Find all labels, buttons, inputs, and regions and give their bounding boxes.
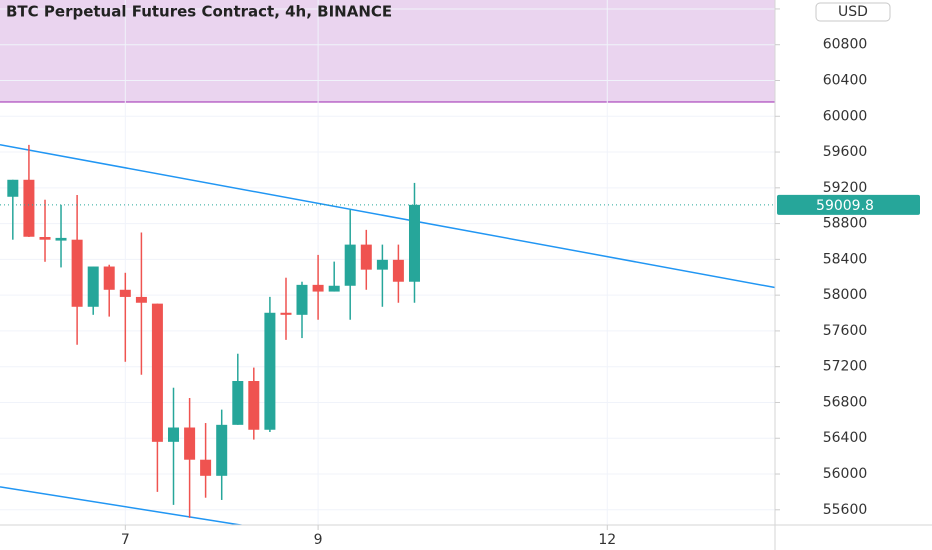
candle-body [328, 285, 340, 292]
y-tick-label: 57200 [823, 359, 868, 375]
candle-body [344, 244, 356, 286]
candle-body [168, 427, 180, 442]
candle-body [280, 312, 292, 315]
candle-body [376, 259, 388, 270]
y-tick-label: 56000 [823, 466, 868, 482]
plot-area [0, 0, 776, 528]
time-axis-panel [0, 525, 932, 550]
price-axis-panel [775, 0, 932, 550]
chart-title: BTC Perpetual Futures Contract, 4h, BINA… [6, 3, 392, 21]
candle-body [23, 179, 35, 237]
y-tick-label: 59200 [823, 180, 868, 196]
x-tick-label: 12 [598, 532, 616, 548]
highlight-zone [0, 0, 775, 102]
y-tick-label: 55600 [823, 502, 868, 518]
y-tick-label: 60800 [823, 37, 868, 53]
candle-body [39, 237, 51, 240]
candle-body [232, 381, 244, 425]
y-tick-label: 58400 [823, 251, 868, 267]
candle-body [55, 237, 67, 241]
candle-body [264, 312, 276, 430]
candle-body [216, 424, 228, 476]
candle-body [151, 303, 163, 442]
candle-body [103, 266, 115, 290]
candle-body [135, 296, 147, 303]
y-tick-label: 60400 [823, 72, 868, 88]
candle-body [184, 427, 196, 460]
y-tick-label: 56800 [823, 394, 868, 410]
candle-body [200, 459, 212, 476]
candle-body [312, 284, 324, 292]
candle-body [71, 239, 83, 307]
y-tick-label: 56400 [823, 430, 868, 446]
candle-body [296, 284, 308, 315]
y-tick-label: 59600 [823, 144, 868, 160]
y-tick-label: 58000 [823, 287, 868, 303]
candle-body [87, 266, 99, 307]
y-tick-label: 58800 [823, 216, 868, 232]
y-tick-label: 60000 [823, 108, 868, 124]
candle-body [119, 289, 131, 297]
candle-body [7, 179, 19, 197]
last-price-tag [777, 194, 920, 215]
candle-body [360, 244, 372, 270]
currency-label: USD [838, 4, 868, 20]
axes: 55600 56000 56400 56800 57200 57600 58000 58400… [121, 1, 920, 548]
trend-line [0, 486, 252, 528]
candle-body [392, 259, 404, 282]
candle-body [248, 381, 260, 430]
y-tick-label: 57600 [823, 323, 868, 339]
x-tick-label: 7 [121, 532, 130, 548]
currency-badge [815, 2, 891, 22]
last-price-label: 59009.8 [816, 198, 874, 214]
candle-body [408, 204, 420, 282]
x-tick-label: 9 [314, 532, 323, 548]
trend-line [0, 143, 776, 289]
